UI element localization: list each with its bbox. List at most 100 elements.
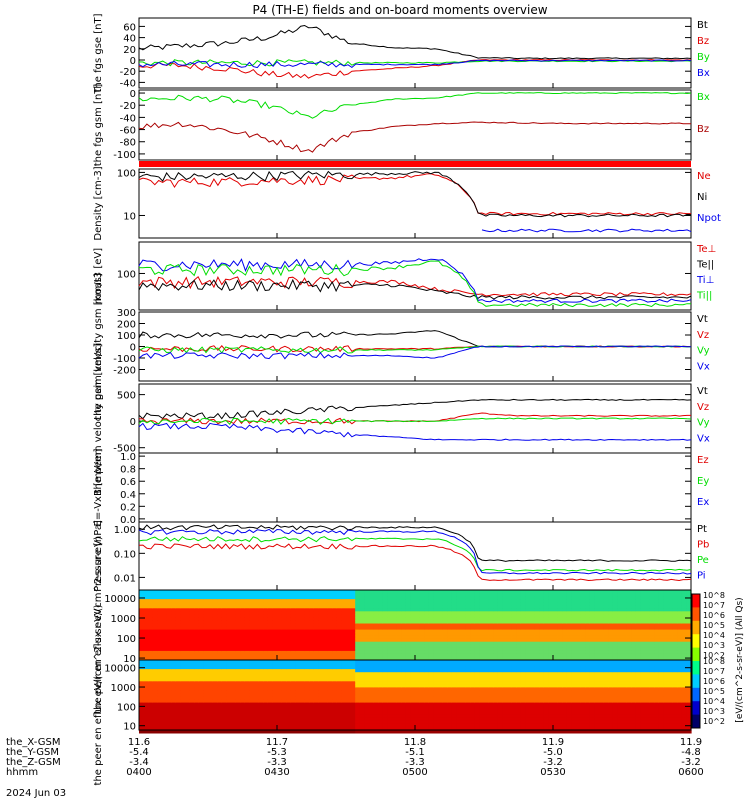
spectrogram-image bbox=[139, 660, 692, 734]
colorbar-cell bbox=[692, 694, 700, 699]
legend-ti: Ti⊥ bbox=[696, 275, 714, 286]
series-pb bbox=[138, 543, 692, 582]
ytick-label: 10000 bbox=[104, 664, 136, 675]
series-bx bbox=[138, 59, 692, 69]
series-pi bbox=[138, 528, 692, 575]
series-ti bbox=[138, 260, 691, 308]
fgs-gsm-panel: 0-20-40 -60-80-100 the fgs gsm [nT] Bx Bz bbox=[93, 84, 710, 167]
legend-ti: Ti|| bbox=[696, 291, 712, 302]
electron-velocity-panel: 500 0 -500 the peem velocity gsm [km/s] Vt Vz… bbox=[93, 344, 710, 494]
ytick-label: 40 bbox=[123, 34, 136, 45]
colorbar-tick-label: 10^4 bbox=[703, 631, 725, 640]
series-vx bbox=[138, 422, 692, 441]
ylabel: the peem velocity gsm [km/s] bbox=[93, 344, 104, 494]
colorbar-cell bbox=[692, 620, 700, 625]
panel-frame bbox=[138, 452, 692, 523]
xtick-label: 0400 bbox=[126, 767, 151, 778]
legend-bz: Bz bbox=[697, 36, 709, 47]
ytick-label: -100 bbox=[113, 150, 136, 161]
separator-bar bbox=[139, 161, 691, 167]
colorbar-cell bbox=[692, 610, 700, 615]
colorbar-cell bbox=[692, 657, 700, 662]
colorbar-cell bbox=[692, 724, 700, 729]
colorbar-cell bbox=[692, 687, 700, 692]
legend-vt: Vt bbox=[697, 314, 708, 325]
ytick-label: 0 bbox=[130, 343, 136, 354]
legend-ne: Ne bbox=[697, 171, 711, 182]
colorbar-tick-label: 10^6 bbox=[703, 677, 725, 686]
ytick-label: -20 bbox=[120, 101, 136, 112]
series-bx bbox=[138, 92, 692, 119]
xtick-label: -3.3 bbox=[405, 757, 425, 768]
ytick-label: -20 bbox=[120, 67, 136, 78]
colorbar-cell bbox=[692, 684, 700, 689]
series-te bbox=[138, 276, 692, 297]
ytick-label: -80 bbox=[120, 138, 136, 149]
colorbar-cell bbox=[692, 671, 700, 675]
legend-bx: Bx bbox=[697, 92, 710, 103]
efield-panel: 1.0 0.80.6 0.40.2 0.0 E=-VxB [mV/m] Ez Ey Ex bbox=[93, 448, 709, 526]
colorbar-cell bbox=[692, 597, 700, 602]
legend-vx: Vx bbox=[697, 361, 710, 372]
ylabel: Density [cm-3] bbox=[93, 166, 104, 240]
ylabel: moat3 [eV] bbox=[93, 248, 104, 304]
ytick-label: 1.00 bbox=[114, 525, 136, 536]
ytick-label: 100 bbox=[117, 331, 136, 342]
ytick-label: 10 bbox=[123, 654, 136, 665]
series-pt bbox=[138, 524, 692, 562]
colorbar-label: [eV/(cm^2-s-sr-eV)] (All Qs) bbox=[735, 597, 745, 722]
ytick-label: 1000 bbox=[111, 683, 136, 694]
ytick-label: 0.0 bbox=[120, 515, 136, 526]
colorbar-tick-label: 10^3 bbox=[703, 707, 725, 716]
series-bz bbox=[138, 121, 691, 153]
series-vy bbox=[138, 417, 692, 425]
ytick-label: 0.10 bbox=[114, 549, 136, 560]
colorbar-cell bbox=[692, 701, 700, 706]
ytick-label: 500 bbox=[117, 391, 136, 402]
legend-bz: Bz bbox=[697, 124, 709, 135]
legend-bt: Bt bbox=[697, 20, 708, 31]
xtick-label: -5.1 bbox=[405, 747, 425, 758]
ytick-label: -40 bbox=[120, 78, 136, 89]
xaxis-row-label: the_X-GSM bbox=[6, 737, 60, 748]
ytick-label: 60 bbox=[123, 22, 136, 33]
xtick-label: -3.4 bbox=[129, 757, 149, 768]
xtick-label: -3.3 bbox=[267, 757, 287, 768]
legend-npot: Npot bbox=[697, 213, 721, 224]
ylabel: the fgs gse [nT] bbox=[93, 13, 104, 92]
colorbar-cell bbox=[692, 604, 700, 608]
ytick-label: 20 bbox=[123, 45, 136, 56]
colorbar: 10^810^710^610^510^410^310^210^810^710^6… bbox=[691, 591, 745, 729]
temperature-panel: 100 moat3 [eV] Te⊥ Te|| Ti⊥ Ti|| bbox=[93, 241, 716, 311]
xtick-label: -3.2 bbox=[681, 757, 701, 768]
ytick-label: -60 bbox=[120, 126, 136, 137]
colorbar-cell bbox=[692, 640, 700, 645]
colorbar-cell bbox=[692, 614, 700, 618]
colorbar-cell bbox=[692, 617, 700, 622]
ytick-label: 1.0 bbox=[120, 452, 136, 463]
legend-te: Te⊥ bbox=[696, 244, 716, 255]
legend-pt: Pt bbox=[697, 524, 707, 535]
legend-ex: Ex bbox=[697, 497, 709, 508]
legend-vy: Vy bbox=[697, 418, 710, 429]
series-bt bbox=[138, 24, 692, 60]
colorbar-cell bbox=[692, 594, 700, 598]
legend-bx: Bx bbox=[697, 68, 710, 79]
colorbar-cell bbox=[692, 667, 700, 672]
colorbar-cell bbox=[692, 624, 700, 628]
legend-pb: Pb bbox=[697, 540, 709, 551]
ytick-label: 0.4 bbox=[120, 490, 136, 501]
legend-vt: Vt bbox=[697, 386, 708, 397]
series-vt bbox=[138, 398, 692, 420]
series-te bbox=[138, 278, 692, 300]
colorbar-tick-label: 10^6 bbox=[703, 611, 725, 620]
legend-vy: Vy bbox=[697, 346, 710, 357]
colorbar-tick-label: 10^7 bbox=[703, 601, 725, 610]
colorbar-cell bbox=[692, 704, 700, 709]
series-npot bbox=[481, 228, 692, 233]
series-ne bbox=[138, 173, 691, 216]
legend-ez: Ez bbox=[697, 455, 709, 466]
